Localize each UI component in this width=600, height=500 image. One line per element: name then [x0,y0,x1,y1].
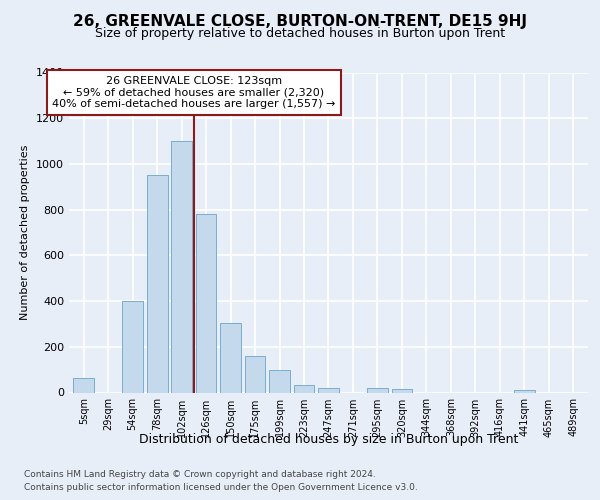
Bar [392,389,412,392]
Bar [122,301,143,392]
Bar [367,388,388,392]
Bar [318,388,339,392]
Text: Contains HM Land Registry data © Crown copyright and database right 2024.: Contains HM Land Registry data © Crown c… [24,470,376,479]
Text: 26, GREENVALE CLOSE, BURTON-ON-TRENT, DE15 9HJ: 26, GREENVALE CLOSE, BURTON-ON-TRENT, DE… [73,14,527,29]
Bar [171,141,192,393]
Bar [147,176,167,392]
Bar [293,384,314,392]
Bar [514,390,535,392]
Bar [269,370,290,392]
Text: Distribution of detached houses by size in Burton upon Trent: Distribution of detached houses by size … [139,432,518,446]
Y-axis label: Number of detached properties: Number of detached properties [20,145,31,320]
Text: Contains public sector information licensed under the Open Government Licence v3: Contains public sector information licen… [24,483,418,492]
Bar [220,323,241,392]
Bar [196,214,217,392]
Bar [73,378,94,392]
Bar [245,356,265,393]
Text: Size of property relative to detached houses in Burton upon Trent: Size of property relative to detached ho… [95,28,505,40]
Text: 26 GREENVALE CLOSE: 123sqm
← 59% of detached houses are smaller (2,320)
40% of s: 26 GREENVALE CLOSE: 123sqm ← 59% of deta… [52,76,335,109]
